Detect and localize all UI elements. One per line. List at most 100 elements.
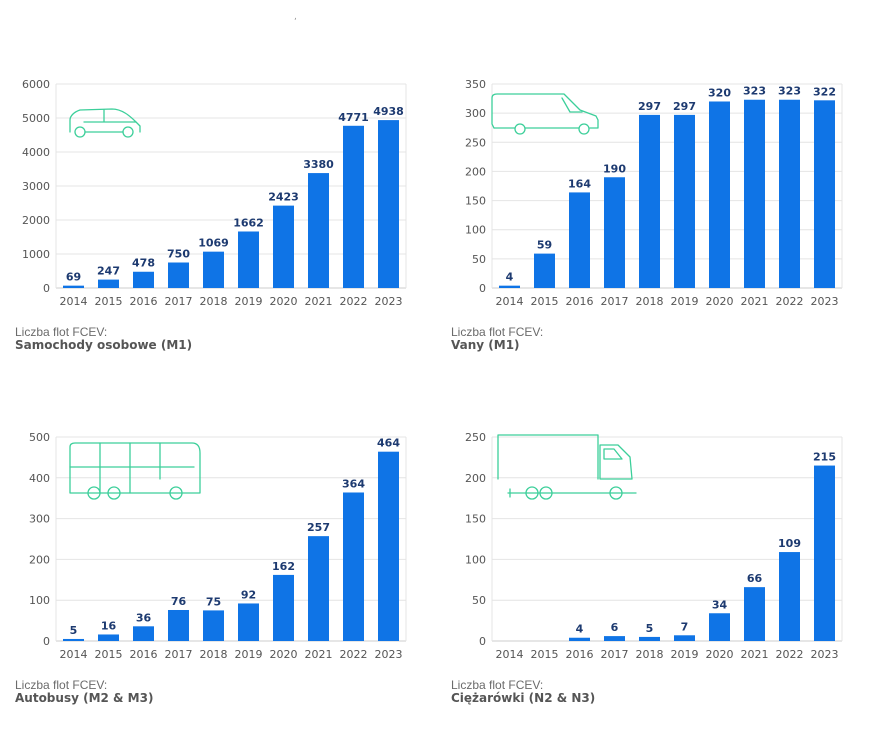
x-tick-label: 2021: [305, 295, 333, 308]
caption-label: Liczba flot FCEV:: [15, 325, 108, 339]
data-label: 4: [506, 271, 514, 284]
data-label: 66: [747, 572, 763, 585]
y-tick-label: 300: [29, 513, 50, 526]
y-tick-label: 400: [29, 472, 50, 485]
x-tick-label: 2019: [671, 648, 699, 661]
bar: [814, 100, 835, 288]
caption-label: Liczba flot FCEV:: [451, 325, 544, 339]
data-label: 464: [377, 437, 400, 450]
x-tick-label: 2016: [130, 295, 158, 308]
data-label: 323: [743, 85, 766, 98]
x-tick-label: 2018: [200, 295, 228, 308]
y-tick-label: 200: [465, 165, 486, 178]
data-label: 4: [576, 623, 584, 636]
x-tick-label: 2019: [671, 295, 699, 308]
x-tick-label: 2022: [776, 295, 804, 308]
y-tick-label: 2000: [22, 214, 50, 227]
y-tick-label: 300: [465, 107, 486, 120]
y-tick-label: 200: [29, 553, 50, 566]
data-label: 4938: [373, 105, 404, 118]
data-label: 34: [712, 598, 728, 611]
x-tick-label: 2014: [496, 295, 524, 308]
y-tick-label: 0: [479, 635, 486, 648]
data-label: 320: [708, 86, 731, 99]
bar: [604, 177, 625, 288]
bar: [63, 285, 84, 288]
x-tick-label: 2016: [566, 648, 594, 661]
data-label: 16: [101, 619, 117, 632]
bar: [238, 231, 259, 288]
data-label: 297: [673, 100, 696, 113]
x-tick-label: 2020: [706, 648, 734, 661]
bar: [779, 552, 800, 641]
chart-buses: 0 100 200 300 400 500 5 2014 16 2015 36 2016 76 2017 7…: [29, 431, 407, 661]
y-tick-label: 1000: [22, 248, 50, 261]
x-tick-label: 2021: [741, 295, 769, 308]
chart-vans: 0 50 100 150 200 250 300 350 4 2014 59 2015 164 2016 1…: [465, 78, 843, 308]
van-icon: [491, 93, 599, 135]
x-tick-label: 2018: [636, 295, 664, 308]
x-tick-label: 2017: [601, 295, 629, 308]
caption-title: Autobusy (M2 & M3): [15, 691, 154, 705]
y-tick-label: 100: [29, 594, 50, 607]
x-tick-label: 2023: [375, 295, 403, 308]
x-tick-label: 2015: [531, 295, 559, 308]
data-label: 5: [646, 622, 654, 635]
x-tick-label: 2022: [340, 295, 368, 308]
x-tick-label: 2017: [165, 295, 193, 308]
chart-panel-vans: 0 50 100 150 200 250 300 350 4 2014 59 2015 164 2016 1…: [436, 70, 856, 400]
caption-label: Liczba flot FCEV:: [15, 678, 108, 692]
y-tick-label: 500: [29, 431, 50, 444]
bar: [203, 610, 224, 641]
x-tick-label: 2018: [200, 648, 228, 661]
data-label: 75: [206, 595, 221, 608]
bar: [534, 253, 555, 288]
x-tick-label: 2022: [340, 648, 368, 661]
bar: [133, 626, 154, 641]
x-tick-label: 2015: [95, 648, 123, 661]
car-icon: [69, 108, 141, 138]
y-tick-label: 350: [465, 78, 486, 91]
bar: [674, 635, 695, 641]
data-label: 7: [681, 620, 689, 633]
x-tick-label: 2016: [130, 648, 158, 661]
x-tick-label: 2021: [741, 648, 769, 661]
data-label: 2423: [268, 191, 299, 204]
x-tick-label: 2020: [270, 295, 298, 308]
data-label: 109: [778, 537, 801, 550]
bar: [308, 173, 329, 288]
x-tick-label: 2019: [235, 648, 263, 661]
y-tick-label: 50: [472, 253, 486, 266]
bus-icon: [69, 442, 201, 500]
bar: [744, 587, 765, 641]
bar: [308, 536, 329, 641]
x-tick-label: 2019: [235, 295, 263, 308]
chart-panel-passenger-cars: 0 1000 2000 3000 4000 5000 6000 69 2014 247 2015 47…: [0, 70, 420, 400]
chart-panel-trucks: 0 50 100 150 200 250 2014 2015 4 2016 6 2017 5 2018 7 2…: [436, 423, 856, 753]
bar: [709, 101, 730, 288]
data-label: 92: [241, 588, 256, 601]
bar: [709, 613, 730, 641]
x-tick-label: 2022: [776, 648, 804, 661]
caption-title: Samochody osobowe (M1): [15, 338, 193, 352]
x-tick-label: 2014: [60, 648, 88, 661]
caption-title: Vany (M1): [451, 338, 520, 352]
x-tick-label: 2023: [811, 648, 839, 661]
y-tick-label: 6000: [22, 78, 50, 91]
data-label: 59: [537, 239, 552, 252]
bar: [569, 192, 590, 288]
data-label: 164: [568, 177, 591, 190]
y-tick-label: 3000: [22, 180, 50, 193]
y-tick-label: 4000: [22, 146, 50, 159]
data-label: 215: [813, 451, 836, 464]
data-label: 190: [603, 162, 626, 175]
x-tick-label: 2014: [60, 295, 88, 308]
bar: [814, 465, 835, 641]
caption-title: Ciężarówki (N2 & N3): [451, 691, 596, 705]
data-label: 257: [307, 521, 330, 534]
data-label: 247: [97, 265, 120, 278]
x-tick-label: 2020: [270, 648, 298, 661]
bar: [238, 603, 259, 641]
data-label: 322: [813, 85, 836, 98]
bar: [343, 492, 364, 641]
